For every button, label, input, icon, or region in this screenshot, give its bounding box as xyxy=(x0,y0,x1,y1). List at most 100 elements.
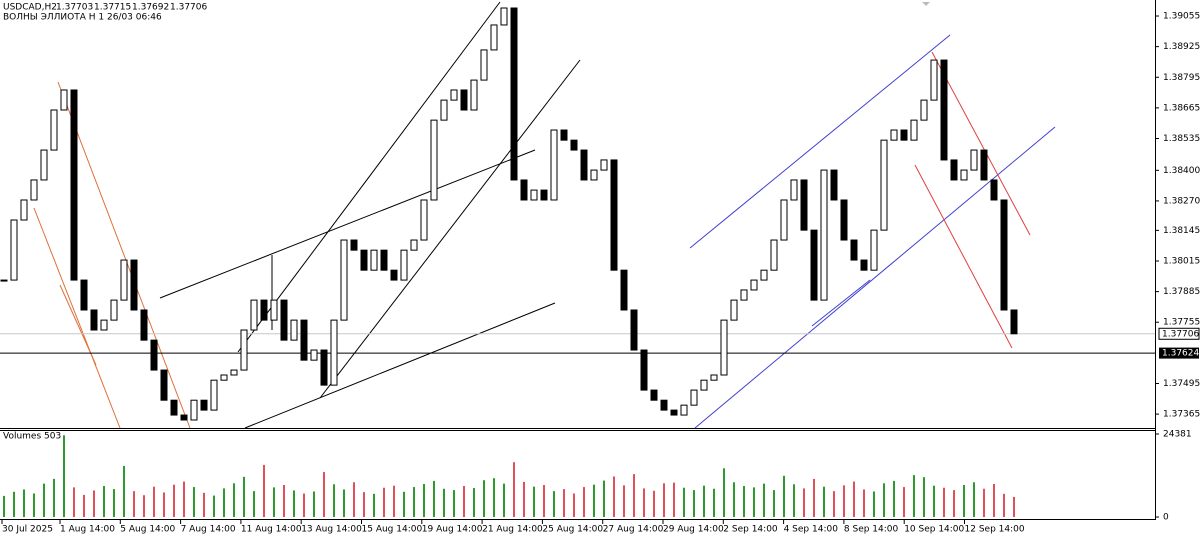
candle-body xyxy=(1010,309,1018,335)
candle-body xyxy=(820,169,828,301)
x-tick-label: 4 Sep 14:00 xyxy=(784,525,839,535)
volume-bar xyxy=(293,490,295,517)
y-tick-label: 1.37495 xyxy=(1163,379,1200,389)
candle-body xyxy=(1000,199,1008,311)
candle-body xyxy=(250,299,258,331)
trend-line xyxy=(237,1,501,353)
volume-bar xyxy=(913,475,915,517)
volume-bar xyxy=(973,482,975,517)
candle-body xyxy=(840,199,848,241)
volume-bar xyxy=(513,462,515,517)
candle-body xyxy=(980,149,988,181)
x-tick-label: 19 Aug 14:00 xyxy=(422,525,483,535)
volume-bar xyxy=(623,485,625,517)
current-price-label: 1.37706 xyxy=(1162,329,1199,339)
volume-bar xyxy=(1003,493,1005,517)
candle-body xyxy=(660,399,668,411)
candle-body xyxy=(20,199,28,221)
candle-body xyxy=(280,299,288,341)
volume-bar xyxy=(173,484,175,517)
candle-body xyxy=(930,59,938,101)
candle-body xyxy=(480,49,488,81)
candle-body xyxy=(640,349,648,391)
candle-body xyxy=(950,159,958,181)
candle-body xyxy=(450,89,458,101)
candle-body xyxy=(550,129,558,201)
volume-bar xyxy=(343,489,345,517)
trend-line xyxy=(59,284,97,366)
candle-body xyxy=(370,249,378,271)
candle-body xyxy=(990,179,998,201)
candle-body xyxy=(420,199,428,241)
candle-body xyxy=(410,239,418,251)
x-tick-label: 25 Aug 14:00 xyxy=(542,525,603,535)
volume-bar xyxy=(543,484,545,517)
x-tick-label: 2 Sep 14:00 xyxy=(723,525,778,535)
volume-bar xyxy=(663,483,665,517)
volume-bar xyxy=(133,491,135,517)
volume-bar xyxy=(603,480,605,517)
volume-bar xyxy=(533,486,535,517)
volume-bar xyxy=(93,490,95,517)
volume-bar xyxy=(63,435,65,517)
x-tick-label: 21 Aug 14:00 xyxy=(482,525,543,535)
candle-body xyxy=(80,279,88,311)
candle-body xyxy=(790,179,798,201)
x-tick-label: 12 Sep 14:00 xyxy=(965,525,1025,535)
y-tick-label: 1.39055 xyxy=(1163,12,1200,22)
y-tick-label: 1.38665 xyxy=(1163,103,1200,113)
candle-body xyxy=(200,399,208,411)
volume-bar xyxy=(213,495,215,517)
candle-body xyxy=(380,249,388,271)
candle-body xyxy=(740,289,748,301)
ohlc-value: 1.37715 xyxy=(94,3,131,13)
candle-body xyxy=(700,379,708,391)
y-tick-label: 1.38270 xyxy=(1163,196,1200,206)
volume-bar xyxy=(583,487,585,517)
candle-body xyxy=(600,159,608,171)
volume-bar xyxy=(593,484,595,517)
candle-body xyxy=(160,369,168,401)
candle-body xyxy=(540,189,548,201)
candle-body xyxy=(440,99,448,121)
volume-bar xyxy=(43,483,45,517)
volume-bar xyxy=(313,491,315,517)
candle-body xyxy=(310,349,318,361)
candle-body xyxy=(580,149,588,181)
y-tick-label: 1.38535 xyxy=(1163,134,1200,144)
y-tick-label: 1.37755 xyxy=(1163,318,1200,328)
candle-body xyxy=(650,389,658,401)
trend-lines xyxy=(33,1,1056,429)
candle-body xyxy=(750,279,758,291)
candle-body xyxy=(960,169,968,181)
volume-bar xyxy=(853,481,855,517)
y-tick-label: 1.38400 xyxy=(1163,166,1200,176)
volume-bar xyxy=(123,465,125,517)
candle-body xyxy=(290,319,298,341)
candle-body xyxy=(860,259,868,271)
volume-bar xyxy=(23,489,25,517)
volume-bar xyxy=(863,489,865,517)
candle-body xyxy=(0,279,8,282)
volume-bar xyxy=(233,483,235,517)
candle-body xyxy=(800,179,808,231)
volume-bar xyxy=(793,484,795,517)
ohlc-value: 1.37706 xyxy=(170,3,207,13)
candle-body xyxy=(810,229,818,301)
candle-body xyxy=(970,149,978,171)
candle-body xyxy=(60,89,68,111)
candle-body xyxy=(490,24,498,51)
candle-body xyxy=(190,399,198,421)
volume-bar xyxy=(673,482,675,517)
channel-line xyxy=(811,279,871,327)
volume-bar xyxy=(273,487,275,517)
candle-body xyxy=(270,299,278,321)
volume-bar xyxy=(873,491,875,517)
candle-body xyxy=(900,129,908,141)
candle-body xyxy=(940,59,948,161)
candle-body xyxy=(520,179,528,201)
candle-body xyxy=(680,404,688,416)
x-tick-label: 30 Jul 2025 xyxy=(2,525,53,535)
